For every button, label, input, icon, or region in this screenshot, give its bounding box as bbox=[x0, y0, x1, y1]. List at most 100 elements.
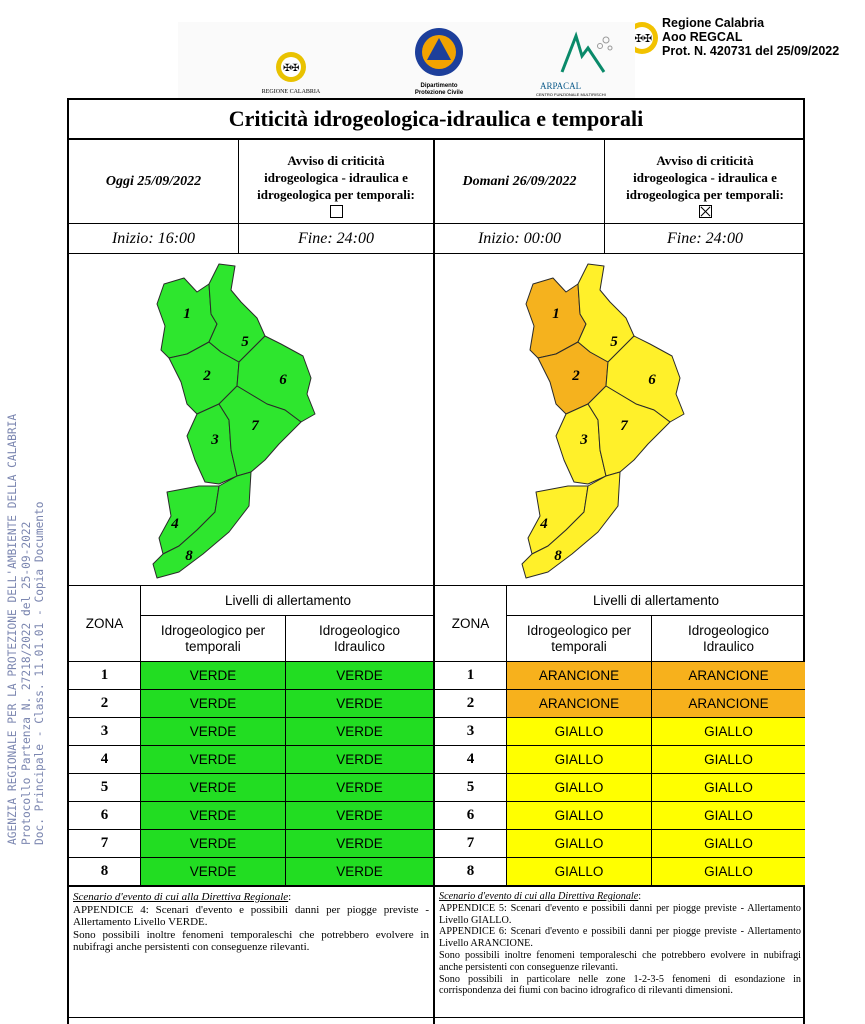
side-line-2: Protocollo Partenza N. 27218/2022 del 25… bbox=[19, 521, 33, 845]
level-idro-idraulico: VERDE bbox=[286, 690, 433, 717]
svg-text:✠: ✠ bbox=[283, 63, 291, 74]
avviso-block: Avviso di criticità idrogeologica - idra… bbox=[605, 140, 805, 224]
avviso-line-1: Avviso di criticità bbox=[656, 153, 754, 168]
avviso-line-3: idrogeologica per temporali: bbox=[626, 187, 784, 202]
level-idro-temporali: GIALLO bbox=[507, 830, 652, 857]
zone-6-label: 6 bbox=[648, 372, 656, 388]
level-idro-idraulico: ARANCIONE bbox=[652, 662, 805, 689]
zone-1-label: 1 bbox=[552, 306, 560, 322]
zone-number: 5 bbox=[435, 774, 507, 801]
side-line-1: AGENZIA REGIONALE PER LA PROTEZIONE DELL… bbox=[6, 413, 19, 845]
protezione-civile-logo: Dipartimento Protezione Civile bbox=[404, 26, 474, 97]
scenario-p1: APPENDICE 4: Scenari d'evento e possibil… bbox=[73, 903, 429, 929]
zone-number: 2 bbox=[69, 690, 141, 717]
svg-text:✠: ✠ bbox=[634, 32, 643, 45]
level-idro-temporali: VERDE bbox=[141, 718, 286, 745]
level-idro-temporali: VERDE bbox=[141, 662, 286, 689]
zone-number: 4 bbox=[435, 746, 507, 773]
svg-text:✠: ✠ bbox=[291, 63, 299, 74]
col-idro-idraulico-header: Idrogeologico Idraulico bbox=[286, 616, 433, 662]
time-range: Inizio: 16:00 Fine: 24:00 bbox=[69, 224, 433, 254]
zone-number: 6 bbox=[69, 802, 141, 829]
header-logos: ✠ ✠ REGIONE CALABRIA Dipartimento Protez… bbox=[178, 22, 635, 98]
level-idro-temporali: VERDE bbox=[141, 690, 286, 717]
level-idro-temporali: VERDE bbox=[141, 802, 286, 829]
zone-number: 3 bbox=[69, 718, 141, 745]
level-idro-idraulico: GIALLO bbox=[652, 830, 805, 857]
avviso-line-2: idrogeologica - idraulica e bbox=[633, 170, 777, 185]
side-line-3: Doc. Principale - Class. 11.01.01 - Copi… bbox=[33, 501, 46, 845]
stamp-line-1: Regione Calabria bbox=[662, 16, 765, 30]
level-idro-temporali: VERDE bbox=[141, 774, 286, 801]
level-idro-idraulico: VERDE bbox=[286, 718, 433, 745]
level-idro-idraulico: VERDE bbox=[286, 830, 433, 857]
calabria-map: 1 2 3 4 5 6 7 8 bbox=[152, 263, 316, 579]
table-row: 6 GIALLO GIALLO bbox=[435, 802, 805, 830]
day-header: Domani 26/09/2022 Avviso di criticità id… bbox=[435, 140, 805, 224]
zone-7-label: 7 bbox=[251, 418, 259, 434]
scenario-p1: APPENDICE 5: Scenari d'evento e possibil… bbox=[439, 902, 801, 926]
table-row: 4 GIALLO GIALLO bbox=[435, 746, 805, 774]
table-row: 2 ARANCIONE ARANCIONE bbox=[435, 690, 805, 718]
level-idro-temporali: GIALLO bbox=[507, 746, 652, 773]
start-time: Inizio: 16:00 bbox=[69, 224, 239, 254]
bulletin-title: Criticità idrogeologica-idraulica e temp… bbox=[69, 100, 803, 140]
protocol-stamp: ✠ ✠ Regione Calabria Aoo REGCAL Prot. N.… bbox=[620, 0, 865, 70]
zone-number: 5 bbox=[69, 774, 141, 801]
zone-8-area bbox=[152, 471, 252, 579]
end-time: Fine: 24:00 bbox=[667, 230, 743, 247]
col-idro-idraulico-header: Idrogeologico Idraulico bbox=[652, 616, 805, 662]
zone-4-label: 4 bbox=[539, 516, 548, 532]
zone-1-label: 1 bbox=[183, 306, 191, 322]
level-idro-idraulico: VERDE bbox=[286, 858, 433, 885]
regione-logo: ✠ ✠ REGIONE CALABRIA bbox=[256, 50, 326, 96]
bulletin-document: Criticità idrogeologica-idraulica e temp… bbox=[67, 98, 805, 1024]
zone-5-label: 5 bbox=[241, 334, 249, 350]
svg-text:✠: ✠ bbox=[643, 32, 652, 45]
zone-7-label: 7 bbox=[620, 418, 628, 434]
level-idro-temporali: VERDE bbox=[141, 830, 286, 857]
protezione-civile-icon bbox=[415, 28, 463, 76]
zone-8-label: 8 bbox=[185, 548, 193, 564]
scenario-p2: Sono possibili inoltre fenomeni temporal… bbox=[73, 928, 429, 954]
zone-5-label: 5 bbox=[610, 334, 618, 350]
level-idro-idraulico: GIALLO bbox=[652, 774, 805, 801]
level-idro-temporali: GIALLO bbox=[507, 858, 652, 885]
zone-number: 7 bbox=[69, 830, 141, 857]
zone-2-label: 2 bbox=[571, 368, 580, 384]
zone-number: 6 bbox=[435, 802, 507, 829]
zona-header: ZONA bbox=[435, 586, 507, 662]
alert-table-today: ZONA Livelli di allertamento Idrogeologi… bbox=[69, 586, 435, 886]
level-idro-temporali: GIALLO bbox=[507, 774, 652, 801]
zone-map: 1 2 3 4 5 6 7 8 bbox=[69, 254, 433, 586]
start-time: Inizio: 00:00 bbox=[435, 224, 605, 254]
table-row: 3 VERDE VERDE bbox=[69, 718, 435, 746]
day-date: Domani 26/09/2022 bbox=[435, 140, 605, 224]
center-divider bbox=[433, 140, 435, 1024]
level-idro-temporali: ARANCIONE bbox=[507, 662, 652, 689]
zone-7-area bbox=[587, 385, 671, 477]
level-idro-idraulico: GIALLO bbox=[652, 802, 805, 829]
zone-7-area bbox=[218, 385, 302, 477]
avviso-checkbox[interactable] bbox=[698, 205, 712, 218]
level-idro-temporali: VERDE bbox=[141, 858, 286, 885]
scenario-p2: APPENDICE 6: Scenari d'evento e possibil… bbox=[439, 926, 801, 950]
level-idro-idraulico: VERDE bbox=[286, 774, 433, 801]
level-idro-idraulico: VERDE bbox=[286, 662, 433, 689]
level-idro-idraulico: GIALLO bbox=[652, 746, 805, 773]
zone-number: 4 bbox=[69, 746, 141, 773]
avviso-checkbox[interactable] bbox=[329, 205, 343, 218]
table-row: 2 VERDE VERDE bbox=[69, 690, 435, 718]
table-row: 1 ARANCIONE ARANCIONE bbox=[435, 662, 805, 690]
stamp-line-2: Aoo REGCAL bbox=[662, 30, 743, 44]
livelli-header: Livelli di allertamento bbox=[141, 586, 435, 616]
zone-8-area bbox=[521, 471, 621, 579]
table-row: 3 GIALLO GIALLO bbox=[435, 718, 805, 746]
day-date: Oggi 25/09/2022 bbox=[69, 140, 239, 224]
col-idro-temporali-header: Idrogeologico per temporali bbox=[507, 616, 652, 662]
avviso-block: Avviso di criticità idrogeologica - idra… bbox=[239, 140, 433, 224]
scenario-tomorrow: Scenario d'evento di cui alla Direttiva … bbox=[435, 886, 805, 1018]
table-row: 5 GIALLO GIALLO bbox=[435, 774, 805, 802]
col-idro-temporali-header: Idrogeologico per temporali bbox=[141, 616, 286, 662]
avviso-line-2: idrogeologica - idraulica e bbox=[264, 170, 408, 185]
